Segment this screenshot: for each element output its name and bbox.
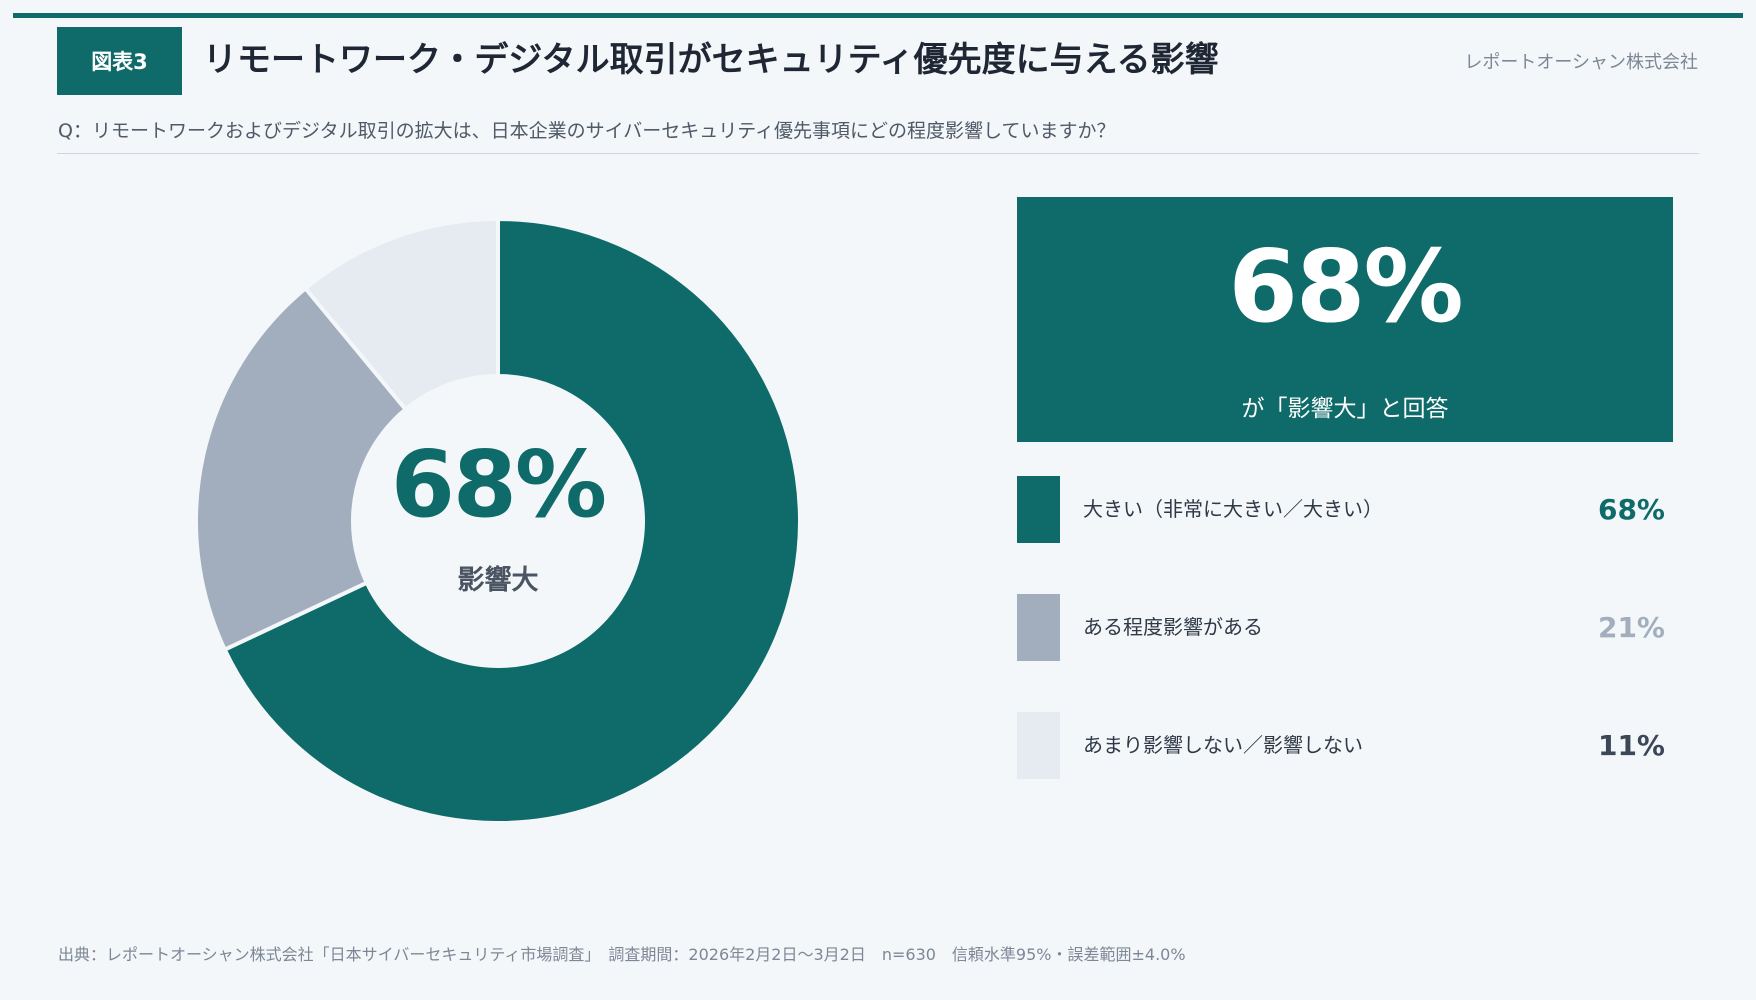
header-divider	[57, 153, 1699, 154]
callout-value: 68%	[1228, 228, 1463, 345]
donut-center-value: 68%	[390, 431, 607, 538]
legend-label: 大きい（非常に大きい／大きい）	[1083, 497, 1383, 521]
legend-value: 21%	[1597, 611, 1665, 644]
legend-item: 大きい（非常に大きい／大きい） 68%	[1017, 476, 1673, 543]
company-name: レポートオーシャン株式会社	[1464, 52, 1698, 73]
legend-swatch	[1017, 476, 1060, 543]
highlight-callout: 68% が「影響大」と回答	[1017, 197, 1673, 442]
donut-slice-moderate	[194, 285, 409, 653]
donut-chart	[194, 217, 802, 825]
page-title: リモートワーク・デジタル取引がセキュリティ優先度に与える影響	[203, 40, 1219, 80]
legend-label: あまり影響しない／影響しない	[1083, 733, 1363, 757]
top-accent-rule	[13, 13, 1743, 18]
legend-value: 11%	[1597, 729, 1665, 762]
source-footnote: 出典：レポートオーシャン株式会社「日本サイバーセキュリティ市場調査」 調査期間：…	[58, 945, 1186, 964]
donut-slice-small	[302, 217, 500, 413]
legend-item: あまり影響しない／影響しない 11%	[1017, 712, 1673, 779]
legend-swatch	[1017, 594, 1060, 661]
survey-question: Q：リモートワークおよびデジタル取引の拡大は、日本企業のサイバーセキュリティ優先…	[58, 120, 1116, 142]
donut-center-label: 影響大	[457, 565, 539, 596]
figure-badge: 図表3	[57, 27, 182, 95]
legend-label: ある程度影響がある	[1083, 615, 1263, 639]
callout-text: が「影響大」と回答	[1241, 396, 1449, 422]
legend-swatch	[1017, 712, 1060, 779]
legend-item: ある程度影響がある 21%	[1017, 594, 1673, 661]
donut-slice-large	[222, 217, 802, 825]
legend-value: 68%	[1597, 493, 1665, 526]
